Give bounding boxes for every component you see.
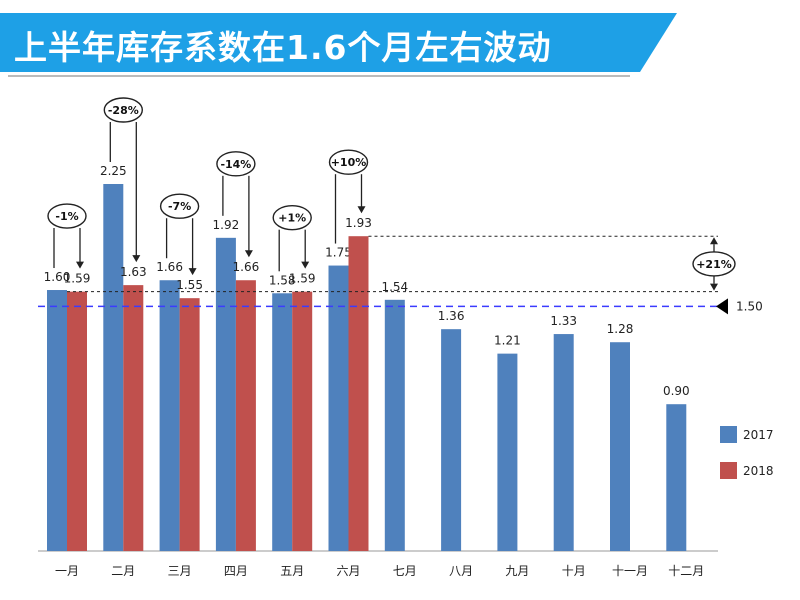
bar-2017-6 <box>328 265 349 551</box>
bar-2017-3 <box>159 280 180 551</box>
reference-arrow <box>716 298 728 315</box>
bar-2018-1 <box>67 291 87 551</box>
bar-2017-1 <box>47 290 67 551</box>
bracket-bubble <box>692 251 736 277</box>
legend-swatch-2017 <box>720 426 737 443</box>
bracket-label: +21% <box>696 258 732 271</box>
x-tick-label-7: 七月 <box>393 564 417 578</box>
data-label-2017-1: 1.60 <box>44 270 71 284</box>
x-tick-label-1: 一月 <box>55 564 79 578</box>
change-bubble-5 <box>272 204 312 231</box>
data-label-2018-5: 1.59 <box>289 272 316 286</box>
bar-2017-7 <box>384 299 405 551</box>
x-tick-label-2: 二月 <box>111 564 135 578</box>
data-label-2017-6: 1.75 <box>325 246 352 260</box>
change-label-2: -28% <box>108 104 139 117</box>
change-arrowhead-6 <box>357 206 366 214</box>
change-bubble-6 <box>328 149 369 175</box>
x-tick-label-12: 十二月 <box>668 564 704 578</box>
bracket-arrowhead-up <box>710 237 718 245</box>
data-label-2017-4: 1.92 <box>213 218 240 232</box>
bracket-arrowhead-down <box>710 283 718 291</box>
bar-2017-5 <box>272 293 293 551</box>
change-arrowhead-3 <box>188 268 197 276</box>
bar-2018-5 <box>292 291 313 551</box>
change-label-5: +1% <box>278 212 306 225</box>
data-label-2017-3: 1.66 <box>156 260 183 274</box>
bar-2018-6 <box>348 236 369 551</box>
bar-2017-8 <box>441 329 462 551</box>
change-arrowhead-1 <box>76 261 84 269</box>
title-banner: 上半年库存系数在1.6个月左右波动 <box>0 0 800 80</box>
x-tick-label-11: 十一月 <box>612 564 648 578</box>
bar-2017-9 <box>497 353 518 551</box>
bar-chart: 1.601.59一月2.251.63二月1.661.55三月1.921.66四月… <box>38 97 774 578</box>
legend-swatch-2018 <box>720 462 737 479</box>
change-bubble-4 <box>216 151 256 177</box>
bar-2017-12 <box>666 404 687 551</box>
legend-label-2017: 2017 <box>743 428 774 442</box>
change-bubble-2 <box>103 97 144 123</box>
bar-2017-4 <box>215 237 236 551</box>
data-label-2017-9: 1.21 <box>494 334 521 348</box>
banner-background <box>0 13 677 77</box>
x-tick-label-10: 十月 <box>562 564 586 578</box>
change-bubble-1 <box>47 203 87 229</box>
data-label-2017-2: 2.25 <box>100 164 127 178</box>
data-label-2017-10: 1.33 <box>550 314 577 328</box>
x-tick-label-5: 五月 <box>280 564 304 578</box>
data-label-2018-2: 1.63 <box>120 265 147 279</box>
chart-area: 1.60 1.59 一月 2.25 1.63 二月 1.66 1.55 三月 1.92 1.66 四月… <box>0 80 800 600</box>
change-bubble-3 <box>159 193 200 219</box>
data-label-2018-1: 1.59 <box>64 272 91 286</box>
change-label-3: -7% <box>168 200 191 213</box>
x-tick-label-4: 四月 <box>224 564 248 578</box>
bar-2017-10 <box>553 334 574 551</box>
legend-label-2018: 2018 <box>743 464 774 478</box>
change-arrowhead-2 <box>132 255 141 263</box>
change-arrowhead-5 <box>301 261 310 269</box>
data-label-2017-8: 1.36 <box>438 309 465 323</box>
bar-2017-2 <box>103 184 124 551</box>
bar-2017-11 <box>610 342 630 551</box>
data-label-2017-11: 1.28 <box>607 322 634 336</box>
x-tick-label-9: 九月 <box>505 564 529 578</box>
change-arrowhead-4 <box>244 250 253 258</box>
bar-2018-3 <box>179 298 200 551</box>
x-tick-label-6: 六月 <box>336 564 360 578</box>
data-label-2018-3: 1.55 <box>176 278 203 292</box>
x-tick-label-8: 八月 <box>449 564 473 578</box>
data-label-2018-4: 1.66 <box>233 260 260 274</box>
data-label-2018-6: 1.93 <box>345 216 372 230</box>
data-label-2017-12: 0.90 <box>663 384 690 398</box>
banner-shape <box>0 13 677 72</box>
change-label-1: -1% <box>55 210 78 223</box>
data-label-2017-5: 1.58 <box>269 273 296 287</box>
x-tick-label-3: 三月 <box>168 564 192 578</box>
bar-2018-4 <box>235 280 256 551</box>
bar-2018-2 <box>123 285 144 551</box>
change-label-4: -14% <box>220 158 251 171</box>
page-title: 上半年库存系数在1.6个月左右波动 <box>14 28 552 67</box>
data-label-2017-7: 1.54 <box>381 280 408 294</box>
change-label-6: +10% <box>331 156 367 169</box>
reference-line-label: 1.50 <box>736 299 763 313</box>
